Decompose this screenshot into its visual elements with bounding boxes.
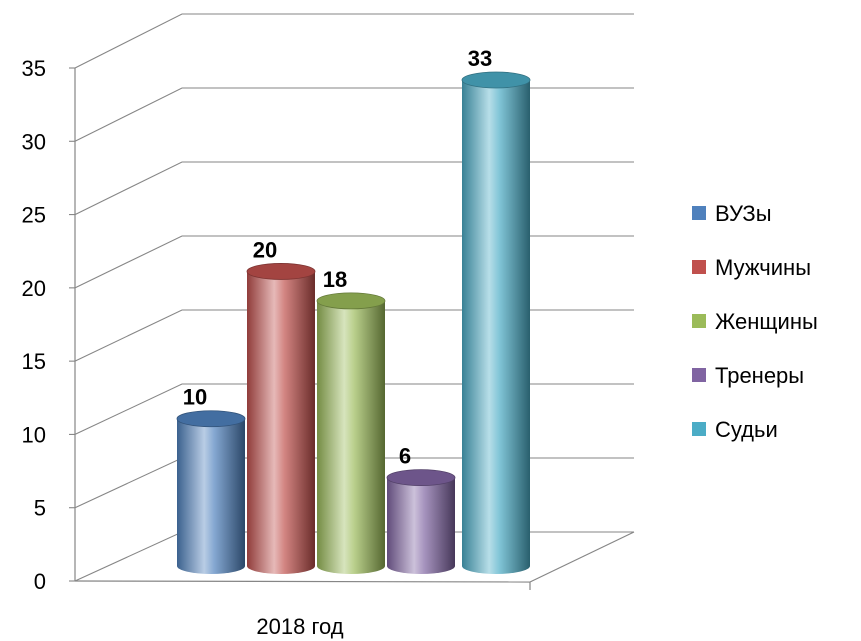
bar-body — [462, 80, 530, 574]
bar-3 — [316, 292, 386, 574]
legend-label: ВУЗы — [715, 201, 772, 226]
y-tick-label: 20 — [22, 276, 46, 301]
bar-2 — [246, 263, 316, 574]
legend-item: Женщины — [692, 309, 818, 334]
y-tick-label: 10 — [22, 422, 46, 447]
legend-item: Тренеры — [692, 363, 804, 388]
legend-swatch — [692, 422, 706, 436]
y-tick-label: 35 — [22, 56, 46, 81]
bar-top — [316, 292, 386, 310]
gridline — [74, 161, 634, 216]
legend-item: Мужчины — [692, 255, 811, 280]
data-labels: 10 20 18 6 33 — [183, 46, 492, 469]
x-axis: 2018 год — [256, 614, 343, 639]
gridline — [74, 87, 634, 142]
bar-top — [176, 410, 246, 428]
data-label: 33 — [468, 46, 492, 71]
legend-label: Мужчины — [715, 255, 811, 280]
y-tick-label: 5 — [34, 496, 46, 521]
legend-label: Женщины — [715, 309, 818, 334]
data-label: 10 — [183, 385, 207, 410]
gridline — [74, 235, 634, 289]
chart-walls — [74, 68, 635, 590]
data-label: 6 — [399, 444, 411, 469]
gridline — [74, 13, 634, 69]
bar-body — [247, 271, 315, 574]
bar-4 — [386, 469, 456, 574]
bar-top — [461, 71, 531, 89]
bar-body — [177, 418, 245, 574]
bar-5 — [461, 71, 531, 574]
data-label: 20 — [253, 237, 277, 262]
bars — [176, 71, 531, 574]
legend-label: Судьи — [715, 417, 778, 442]
y-tick-label: 15 — [22, 349, 46, 374]
legend-swatch — [692, 206, 706, 220]
legend-swatch — [692, 314, 706, 328]
bar-body — [317, 300, 385, 574]
legend: ВУЗы Мужчины Женщины Тренеры Судьи — [692, 201, 818, 442]
legend-label: Тренеры — [715, 363, 804, 388]
legend-swatch — [692, 368, 706, 382]
y-tick-label: 0 — [34, 569, 46, 594]
legend-item: Судьи — [692, 417, 778, 442]
y-axis-ticks: 0 5 10 15 20 25 30 35 — [22, 56, 75, 594]
floor-right-edge — [529, 531, 635, 583]
x-category-label: 2018 год — [256, 614, 343, 639]
bar-top — [386, 469, 456, 487]
floor-front-edge — [74, 580, 531, 583]
legend-swatch — [692, 260, 706, 274]
bar-1 — [176, 410, 246, 574]
bar-body — [387, 477, 455, 574]
y-tick-label: 25 — [22, 203, 46, 228]
data-label: 18 — [323, 267, 347, 292]
y-tick-label: 30 — [22, 129, 46, 154]
legend-item: ВУЗы — [692, 201, 772, 226]
bar-top — [246, 263, 316, 280]
